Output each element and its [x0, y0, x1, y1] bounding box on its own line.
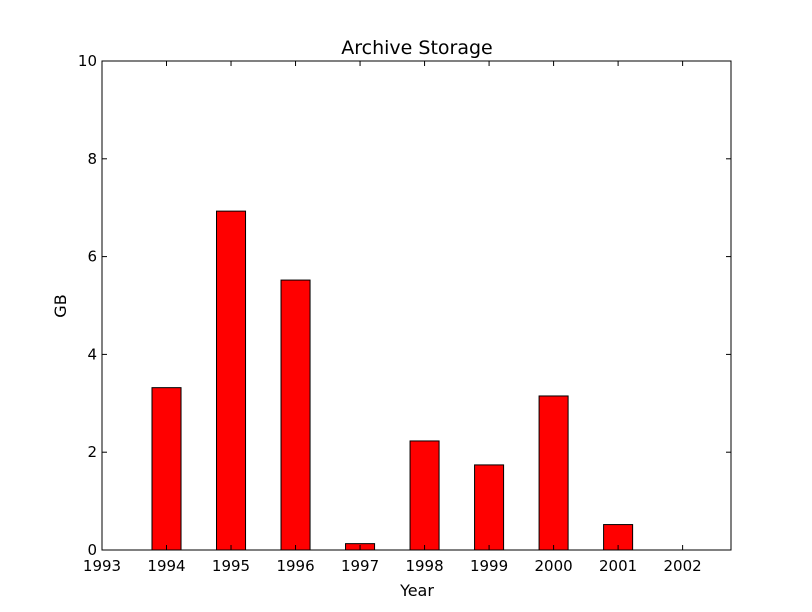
x-tick-label: 2002	[664, 557, 702, 575]
bar-1999	[474, 464, 505, 551]
x-axis-label: Year	[399, 581, 434, 600]
x-tick-label: 1997	[341, 557, 379, 575]
y-tick-label: 2	[87, 443, 97, 461]
bar-1995	[216, 210, 247, 551]
x-tick-label: 1993	[83, 557, 121, 575]
bar-1998	[409, 440, 440, 551]
plot-frame	[101, 60, 732, 551]
y-tick-label: 0	[87, 541, 97, 559]
bar-2001	[603, 524, 634, 551]
ticks-group: 1993 1994 1995 1996 1997 1998 1999 2000 2001 2002…	[78, 52, 731, 575]
y-tick-label: 8	[87, 150, 97, 168]
y-axis-label: GB	[51, 294, 70, 317]
bar-1996	[280, 279, 311, 551]
bar-1994	[151, 387, 182, 551]
bars-group	[151, 210, 634, 551]
bar-2000	[538, 395, 569, 551]
x-tick-label: 1996	[276, 557, 314, 575]
x-tick-label: 1994	[147, 557, 185, 575]
x-tick-label: 1999	[470, 557, 508, 575]
x-tick-label: 2000	[534, 557, 572, 575]
y-tick-label: 10	[78, 52, 97, 70]
x-tick-label: 1998	[405, 557, 443, 575]
x-tick-label: 2001	[599, 557, 637, 575]
y-tick-label: 4	[87, 345, 97, 363]
chart-title: Archive Storage	[341, 37, 492, 59]
y-tick-label: 6	[87, 248, 97, 266]
x-tick-label: 1995	[212, 557, 250, 575]
